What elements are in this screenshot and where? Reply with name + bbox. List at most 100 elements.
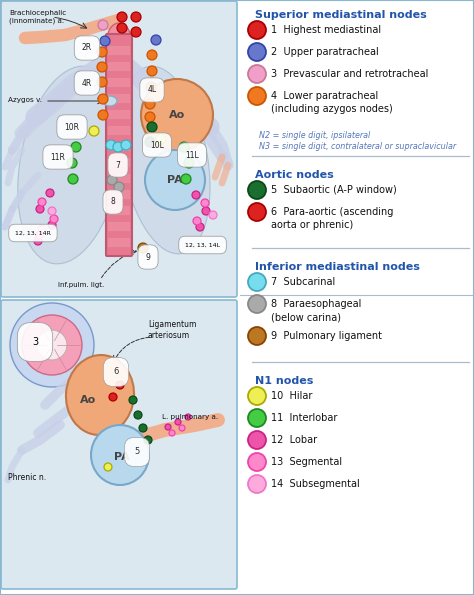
- Circle shape: [97, 77, 107, 87]
- Circle shape: [107, 175, 117, 185]
- Circle shape: [131, 12, 141, 22]
- Circle shape: [10, 303, 94, 387]
- Circle shape: [116, 381, 124, 389]
- FancyBboxPatch shape: [108, 205, 130, 215]
- Circle shape: [98, 110, 108, 120]
- Text: 10L: 10L: [150, 140, 164, 149]
- Text: Ligamentum
arteriosum: Ligamentum arteriosum: [148, 320, 196, 340]
- Circle shape: [113, 142, 123, 152]
- Text: 2  Upper paratracheal: 2 Upper paratracheal: [271, 47, 379, 57]
- Circle shape: [37, 330, 67, 360]
- Text: (including azygos nodes): (including azygos nodes): [271, 104, 393, 114]
- Text: 4R: 4R: [82, 79, 92, 87]
- Text: 10R: 10R: [64, 123, 80, 131]
- Circle shape: [134, 411, 142, 419]
- Circle shape: [145, 99, 155, 109]
- Circle shape: [192, 191, 200, 199]
- Circle shape: [97, 62, 107, 72]
- Circle shape: [117, 12, 127, 22]
- Text: Inf.pulm. ligt.: Inf.pulm. ligt.: [58, 282, 104, 288]
- Text: 13  Segmental: 13 Segmental: [271, 457, 342, 467]
- FancyBboxPatch shape: [108, 77, 130, 87]
- Circle shape: [248, 431, 266, 449]
- Circle shape: [248, 295, 266, 313]
- Circle shape: [50, 215, 58, 223]
- Ellipse shape: [103, 96, 117, 106]
- Text: 11  Interlobar: 11 Interlobar: [271, 413, 337, 423]
- Text: 3: 3: [32, 337, 38, 347]
- FancyBboxPatch shape: [1, 1, 237, 297]
- Circle shape: [248, 21, 266, 39]
- Circle shape: [185, 414, 191, 420]
- Text: 3  Prevascular and retrotracheal: 3 Prevascular and retrotracheal: [271, 69, 428, 79]
- Circle shape: [248, 181, 266, 199]
- Circle shape: [68, 174, 78, 184]
- Text: 6  Para-aortic (ascending: 6 Para-aortic (ascending: [271, 207, 393, 217]
- Circle shape: [147, 50, 157, 60]
- Text: 12  Lobar: 12 Lobar: [271, 435, 317, 445]
- Circle shape: [98, 20, 108, 30]
- Circle shape: [181, 174, 191, 184]
- FancyBboxPatch shape: [108, 109, 130, 120]
- Circle shape: [248, 65, 266, 83]
- Circle shape: [248, 327, 266, 345]
- Circle shape: [22, 315, 82, 375]
- Ellipse shape: [18, 66, 122, 264]
- Text: 11R: 11R: [51, 152, 65, 161]
- Text: 7  Subcarinal: 7 Subcarinal: [271, 277, 335, 287]
- Circle shape: [248, 203, 266, 221]
- Ellipse shape: [107, 23, 131, 57]
- Circle shape: [184, 158, 194, 168]
- Circle shape: [179, 142, 189, 152]
- Circle shape: [145, 112, 155, 122]
- Circle shape: [248, 43, 266, 61]
- FancyBboxPatch shape: [108, 158, 130, 168]
- FancyBboxPatch shape: [108, 237, 130, 248]
- Text: N2 = single digit, ipsilateral: N2 = single digit, ipsilateral: [259, 131, 370, 140]
- Circle shape: [117, 23, 127, 33]
- Ellipse shape: [120, 66, 210, 254]
- Circle shape: [145, 137, 155, 147]
- Text: 12, 13, 14R: 12, 13, 14R: [15, 230, 51, 236]
- Text: PA: PA: [114, 452, 130, 462]
- FancyBboxPatch shape: [108, 93, 130, 104]
- Circle shape: [248, 387, 266, 405]
- Circle shape: [175, 419, 181, 425]
- Text: Brachiocephalic
(innominate) a.: Brachiocephalic (innominate) a.: [9, 10, 66, 24]
- Circle shape: [141, 79, 213, 151]
- Text: Ao: Ao: [169, 110, 185, 120]
- Text: L. pulmonary a.: L. pulmonary a.: [162, 414, 218, 420]
- Text: aorta or phrenic): aorta or phrenic): [271, 220, 353, 230]
- Circle shape: [196, 223, 204, 231]
- Circle shape: [201, 199, 209, 207]
- Text: PA: PA: [167, 175, 183, 185]
- Circle shape: [34, 237, 42, 245]
- FancyBboxPatch shape: [108, 126, 130, 136]
- Text: Superior mediastinal nodes: Superior mediastinal nodes: [255, 10, 427, 20]
- Circle shape: [48, 207, 56, 215]
- Circle shape: [106, 140, 116, 150]
- Text: 11L: 11L: [185, 151, 199, 159]
- Circle shape: [138, 243, 148, 253]
- FancyBboxPatch shape: [1, 300, 237, 589]
- Circle shape: [248, 273, 266, 291]
- Text: 4  Lower paratracheal: 4 Lower paratracheal: [271, 91, 378, 101]
- Text: 14  Subsegmental: 14 Subsegmental: [271, 479, 360, 489]
- Circle shape: [36, 231, 44, 239]
- Circle shape: [121, 140, 131, 150]
- FancyBboxPatch shape: [108, 174, 130, 183]
- Text: 10  Hilar: 10 Hilar: [271, 391, 312, 401]
- Text: 4L: 4L: [147, 86, 156, 95]
- Text: Phrenic n.: Phrenic n.: [8, 472, 46, 481]
- Text: 8  Paraesophageal: 8 Paraesophageal: [271, 299, 361, 309]
- Text: 9: 9: [146, 252, 150, 261]
- Circle shape: [248, 453, 266, 471]
- FancyBboxPatch shape: [108, 221, 130, 231]
- Circle shape: [147, 122, 157, 132]
- FancyBboxPatch shape: [106, 34, 132, 256]
- Circle shape: [36, 205, 44, 213]
- Text: Aortic nodes: Aortic nodes: [255, 170, 334, 180]
- FancyBboxPatch shape: [108, 142, 130, 152]
- FancyBboxPatch shape: [108, 61, 130, 71]
- Text: 9  Pulmonary ligament: 9 Pulmonary ligament: [271, 331, 382, 341]
